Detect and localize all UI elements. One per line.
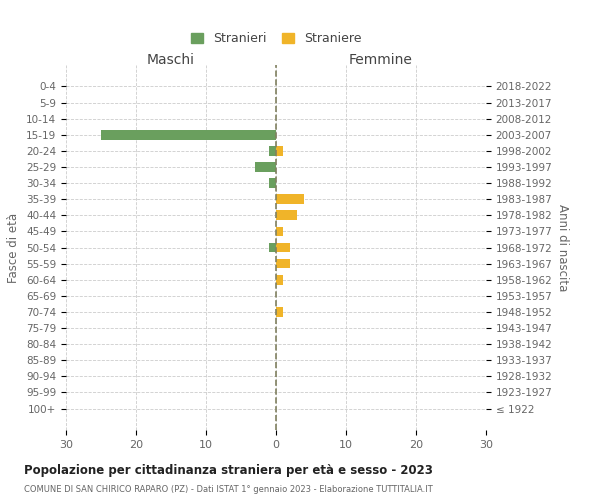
Bar bbox=[269, 178, 276, 188]
Text: Maschi: Maschi bbox=[147, 53, 195, 67]
Bar bbox=[276, 259, 290, 268]
Text: Femmine: Femmine bbox=[349, 53, 413, 67]
Text: COMUNE DI SAN CHIRICO RAPARO (PZ) - Dati ISTAT 1° gennaio 2023 - Elaborazione TU: COMUNE DI SAN CHIRICO RAPARO (PZ) - Dati… bbox=[24, 485, 433, 494]
Bar bbox=[255, 162, 276, 172]
Bar bbox=[276, 275, 283, 284]
Bar bbox=[101, 130, 276, 140]
Text: Popolazione per cittadinanza straniera per età e sesso - 2023: Popolazione per cittadinanza straniera p… bbox=[24, 464, 433, 477]
Bar bbox=[269, 146, 276, 156]
Bar bbox=[276, 194, 304, 204]
Bar bbox=[269, 242, 276, 252]
Bar bbox=[276, 146, 283, 156]
Y-axis label: Anni di nascita: Anni di nascita bbox=[556, 204, 569, 291]
Y-axis label: Fasce di età: Fasce di età bbox=[7, 212, 20, 282]
Bar bbox=[276, 242, 290, 252]
Legend: Stranieri, Straniere: Stranieri, Straniere bbox=[185, 28, 367, 50]
Bar bbox=[276, 307, 283, 317]
Bar bbox=[276, 210, 297, 220]
Bar bbox=[276, 226, 283, 236]
